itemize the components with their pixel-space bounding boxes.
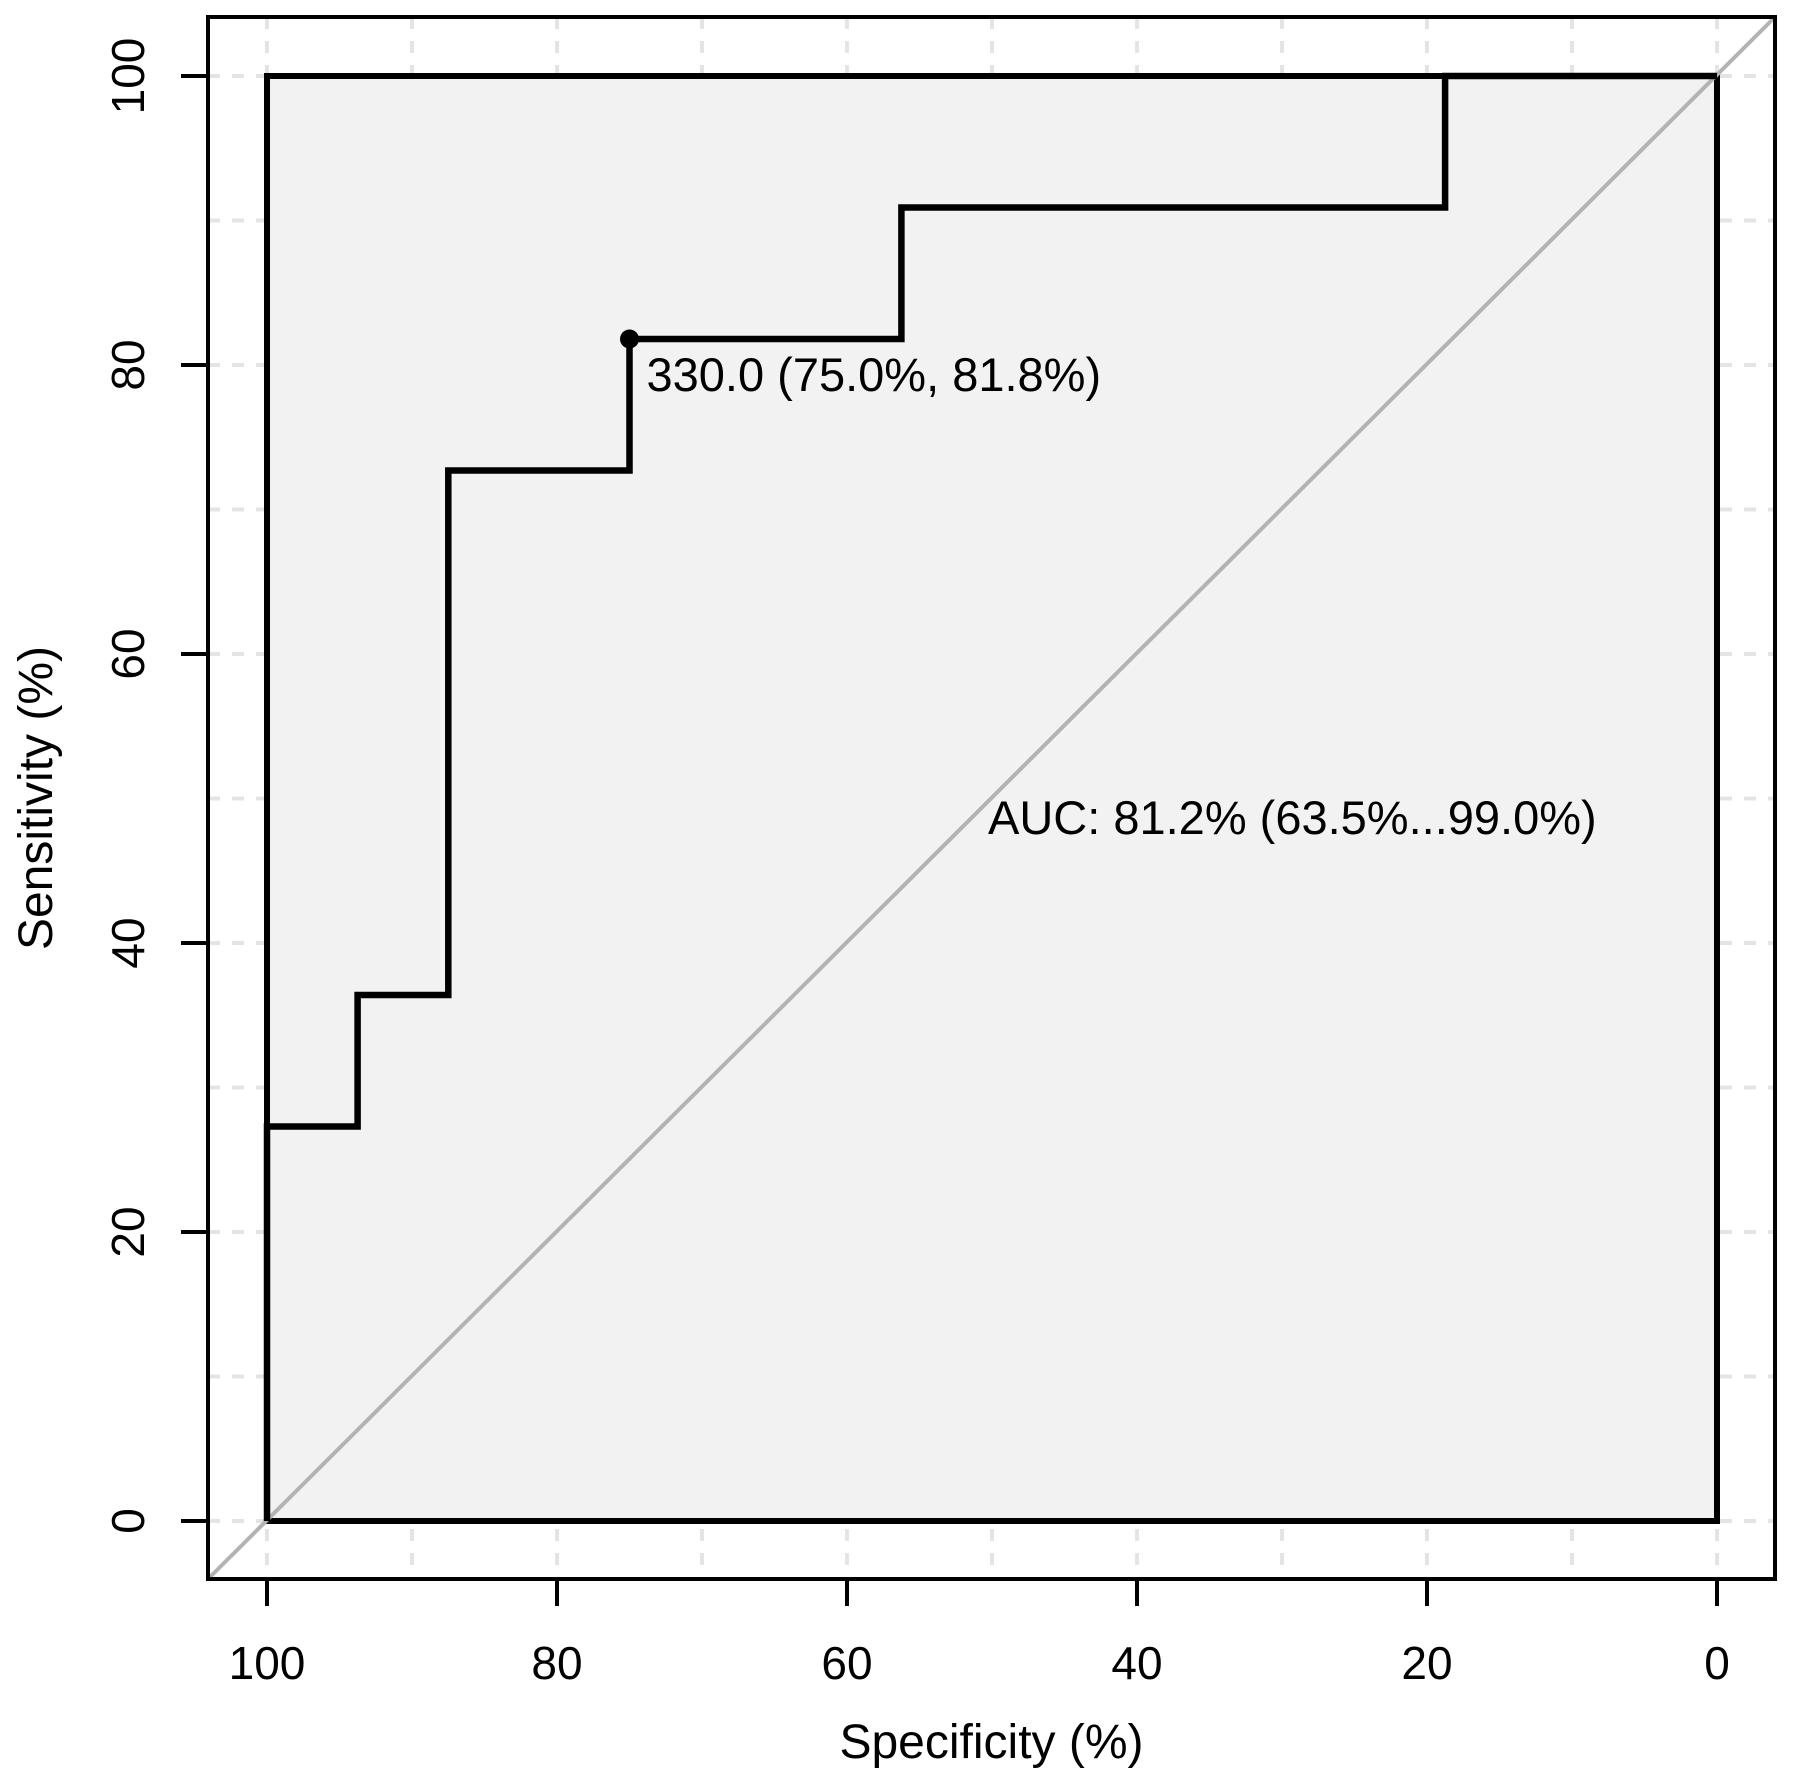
roc-curve bbox=[263, 72, 1717, 1521]
y-tick-label: 80 bbox=[102, 339, 154, 390]
y-tick-label: 0 bbox=[102, 1508, 154, 1534]
y-tick-label: 20 bbox=[102, 1206, 154, 1257]
y-tick-label: 60 bbox=[102, 628, 154, 679]
x-tick-label: 40 bbox=[1111, 1637, 1162, 1689]
diagonal-reference-line bbox=[206, 15, 1777, 1581]
x-axis: 100 80 60 40 20 0 bbox=[229, 1579, 1730, 1689]
y-axis: 0 20 40 60 80 100 bbox=[102, 38, 208, 1534]
plot-box-border bbox=[206, 15, 1777, 1581]
auc-label: AUC: 81.2% (63.5%...99.0%) bbox=[988, 791, 1597, 844]
x-tick-label: 80 bbox=[531, 1637, 582, 1689]
x-axis-title: Specificity (%) bbox=[839, 1716, 1143, 1769]
threshold-label: 330.0 (75.0%, 81.8%) bbox=[647, 348, 1102, 401]
y-axis-title: Sensitivity (%) bbox=[10, 646, 63, 950]
x-tick-label: 0 bbox=[1704, 1637, 1730, 1689]
threshold-point bbox=[620, 329, 639, 349]
x-tick-label: 60 bbox=[821, 1637, 872, 1689]
y-tick-label: 100 bbox=[102, 38, 154, 115]
y-tick-label: 40 bbox=[102, 917, 154, 968]
x-tick-label: 100 bbox=[229, 1637, 306, 1689]
x-tick-label: 20 bbox=[1401, 1637, 1452, 1689]
